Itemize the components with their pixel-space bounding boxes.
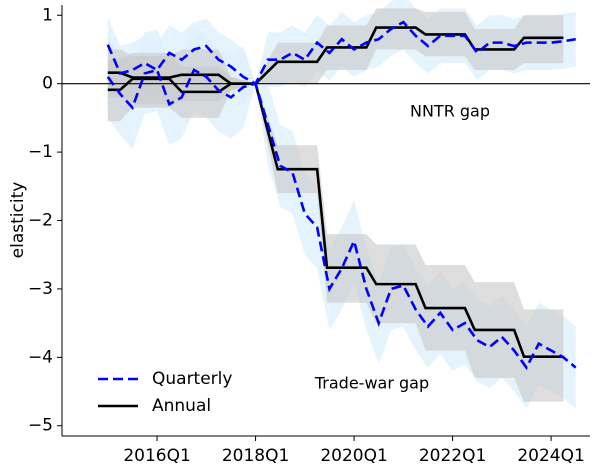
y-tick-label: −5 [28,416,53,436]
y-tick-label: 1 [42,5,53,25]
y-tick-label: −4 [28,347,53,367]
annotation: NNTR gap [410,102,490,121]
series-line [107,71,564,358]
confidence-band [107,49,564,402]
y-axis-label: elasticity [8,182,28,259]
x-tick-label: 2024Q1 [517,446,584,466]
series-line [106,20,576,86]
y-tick-label: −3 [28,279,53,299]
x-tick-label: 2018Q1 [222,446,289,466]
x-tick-label: 2020Q1 [320,446,387,466]
x-tick-label: 2016Q1 [123,446,190,466]
y-tick-label: 0 [42,74,53,94]
y-tick-label: −1 [28,142,53,162]
legend-label: Annual [152,396,211,416]
y-tick-label: −2 [28,211,53,231]
annotation: Trade-war gap [314,374,429,393]
x-tick-label: 2022Q1 [419,446,486,466]
series-line [106,68,577,371]
legend-label: Quarterly [152,369,232,389]
